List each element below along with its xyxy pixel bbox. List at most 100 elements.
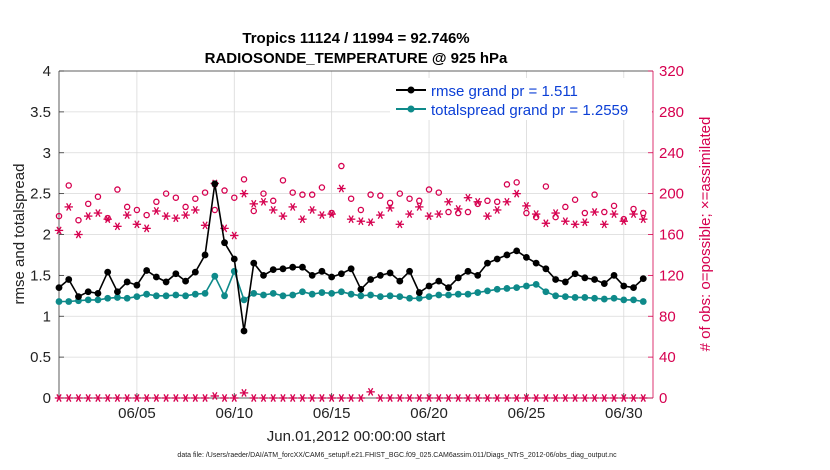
obs-possible-point [542,183,550,190]
obs-assimilated-point [531,210,541,219]
rmse-point [464,267,472,275]
rmse-point [386,269,394,277]
obs-zero-row-point [74,394,83,402]
obs-possible-point [84,200,92,208]
obs-zero-row-point [415,394,424,402]
obs-zero-row-point [230,394,239,402]
legend-rmse-marker [407,86,415,94]
totalspread-point [221,292,228,300]
x-tick-label: 06/05 [118,405,156,422]
obs-possible-point [123,203,131,211]
obs-assimilated-point [415,202,424,211]
y2-tick-label: 160 [659,227,684,244]
rmse-point [639,275,647,283]
obs-zero-row-point [200,394,210,402]
rmse-point [542,265,550,273]
totalspread-point [610,294,618,302]
obs-zero-row-point [570,394,580,402]
obs-zero-row-point [239,388,249,397]
obs-zero-row-point [561,394,570,402]
totalspread-point [503,285,511,292]
totalspread-point [279,292,287,300]
x-axis-label: Jun.01,2012 00:00:00 start [267,428,446,445]
obs-zero-row-point [161,394,171,402]
rmse-point [523,253,530,261]
legend-rmse-label: rmse grand pr = 1.511 [431,83,578,100]
obs-zero-row-point [122,394,132,402]
obs-assimilated-point [278,212,288,221]
obs-possible-point [416,197,423,205]
rmse-point [211,180,219,188]
x-tick-label: 06/20 [410,405,448,422]
obs-assimilated-point [483,212,492,221]
totalspread-point [94,296,102,304]
obs-possible-point [143,211,150,219]
y2-tick-label: 0 [659,390,667,407]
rmse-point [415,289,423,296]
obs-possible-point [425,186,433,193]
rmse-point [571,270,579,278]
totalspread-point [318,289,326,296]
totalspread-point [55,298,63,305]
obs-assimilated-point [366,218,375,227]
obs-possible-point [503,181,511,188]
tick-labels: 00.511.522.533.5404080120160200240280320… [30,63,684,422]
obs-assimilated-point [376,211,385,220]
obs-zero-row-point [64,394,73,402]
obs-zero-row-point [278,394,288,402]
obs-possible-point [133,206,141,214]
obs-possible-point [94,193,102,200]
obs-zero-row-point [444,394,453,402]
totalspread-point [425,293,433,301]
obs-zero-row-point [327,394,336,402]
obs-possible-point [347,195,355,202]
obs-zero-row-point [191,394,200,402]
rmse-point [299,263,306,271]
totalspread-point [269,289,277,297]
obs-assimilated-point [473,197,482,206]
rmse-point [484,259,491,267]
rmse-point [162,278,170,286]
obs-assimilated-point [269,206,278,214]
rmse-point [474,271,482,279]
obs-assimilated-point [570,220,580,229]
obs-zero-row-point [590,394,599,402]
rmse-point [230,255,238,263]
rmse-point [221,239,228,247]
rmse-point [630,284,637,292]
obs-zero-row-point [113,394,122,402]
totalspread-point [513,284,521,292]
obs-possible-point [367,191,374,198]
obs-zero-row-point [512,394,521,402]
totalspread-point [240,296,248,304]
obs-assimilated-point [288,202,297,211]
obs-assimilated-point [239,189,249,198]
obs-zero-row-point [337,394,346,402]
obs-zero-row-point [531,394,541,402]
obs-zero-row-point [434,394,443,402]
obs-possible-point [591,191,598,198]
obs-zero-row-point [356,394,366,402]
rmse-point [425,282,433,290]
rmse-point [600,280,608,287]
obs-possible-point [104,214,111,222]
obs-assimilated-point [492,206,502,214]
totalspread-point [542,288,550,296]
obs-zero-row-point [600,394,609,402]
obs-zero-row-point [317,394,327,402]
obs-zero-row-point [142,394,151,402]
obs-assimilated-point [561,217,570,226]
totalspread-point [581,294,589,301]
y-tick-label: 2.5 [30,186,51,203]
totalspread-point [376,293,384,301]
rmse-point [123,278,131,286]
obs-zero-row-point [366,387,375,396]
totalspread-point [201,289,209,297]
obs-possible-point [250,207,258,215]
totalspread-point [104,294,112,302]
obs-zero-row-point [454,394,463,402]
obs-assimilated-point [93,209,103,218]
obs-possible-point [318,184,326,191]
rmse-point [75,293,82,301]
obs-possible-point [435,189,443,196]
